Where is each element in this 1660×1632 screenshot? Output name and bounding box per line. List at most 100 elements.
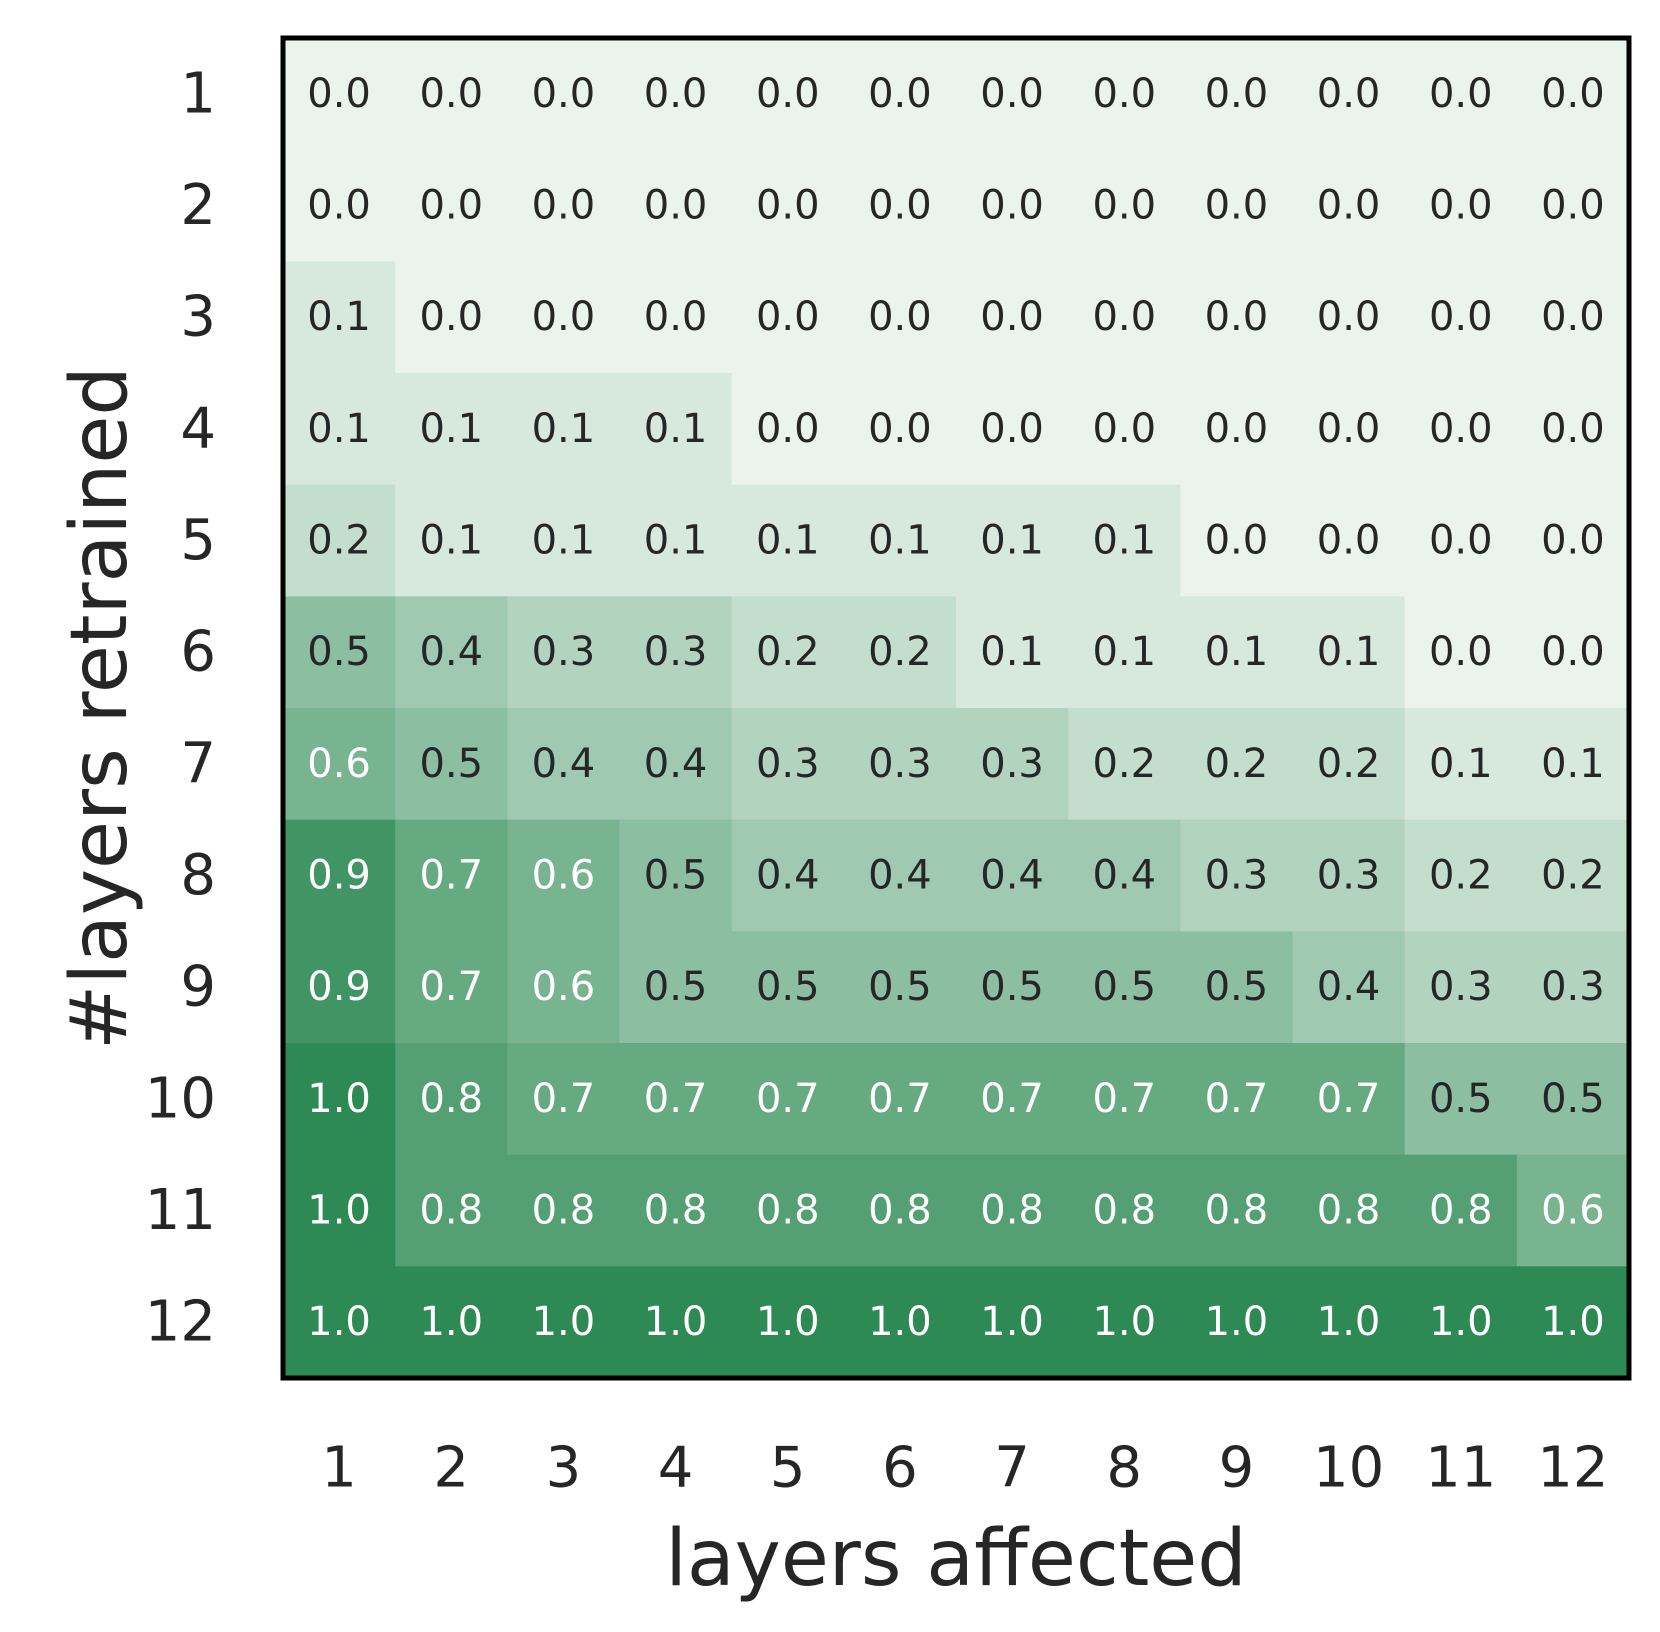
heatmap-cell-r10-c4 <box>619 1043 733 1156</box>
heatmap-cell-r9-c10 <box>1292 931 1406 1044</box>
cell-value-label-r2-c2: 0.0 <box>419 183 483 229</box>
x-tick-label-8: 8 <box>1106 1436 1142 1501</box>
cell-value-label-r2-c3: 0.0 <box>532 183 596 229</box>
heatmap-cell-r8-c2 <box>395 819 508 932</box>
cell-value-label-r7-c7: 0.3 <box>980 741 1044 787</box>
y-tick-label-9: 9 <box>180 955 216 1020</box>
heatmap-cell-r1-c9 <box>1180 38 1294 151</box>
cell-value-label-r6-c7: 0.1 <box>980 629 1044 675</box>
heatmap-cell-r11-c9 <box>1180 1154 1294 1267</box>
cell-value-label-r12-c6: 1.0 <box>868 1299 932 1345</box>
heatmap-cell-r1-c6 <box>843 38 957 151</box>
heatmap-cell-r7-c11 <box>1404 708 1518 821</box>
cell-value-label-r11-c3: 0.8 <box>532 1188 596 1234</box>
cell-value-label-r9-c7: 0.5 <box>980 964 1044 1010</box>
cell-value-label-r10-c12: 0.5 <box>1541 1076 1605 1122</box>
heatmap-cell-r8-c5 <box>731 819 845 932</box>
cell-value-label-r1-c6: 0.0 <box>868 71 932 117</box>
cell-value-label-r2-c11: 0.0 <box>1429 183 1493 229</box>
cell-value-label-r5-c6: 0.1 <box>868 518 932 564</box>
cell-value-label-r9-c2: 0.7 <box>419 964 483 1010</box>
x-tick-label-6: 6 <box>882 1436 918 1501</box>
heatmap-cell-r10-c5 <box>731 1043 845 1156</box>
cell-value-label-r1-c11: 0.0 <box>1429 71 1493 117</box>
heatmap-cell-r11-c10 <box>1292 1154 1406 1267</box>
cell-value-label-r12-c12: 1.0 <box>1541 1299 1605 1345</box>
cell-value-label-r9-c5: 0.5 <box>756 964 820 1010</box>
heatmap-cell-r8-c3 <box>507 819 621 932</box>
cell-value-label-r4-c3: 0.1 <box>532 406 596 452</box>
heatmap-cell-r9-c8 <box>1068 931 1181 1044</box>
heatmap-cell-r7-c2 <box>395 708 508 821</box>
cell-value-label-r2-c7: 0.0 <box>980 183 1044 229</box>
heatmap-cell-r7-c7 <box>956 708 1069 821</box>
cell-value-label-r4-c11: 0.0 <box>1429 406 1493 452</box>
heatmap-cell-r10-c1 <box>283 1043 396 1156</box>
cell-value-label-r2-c9: 0.0 <box>1205 183 1269 229</box>
heatmap-cell-r8-c10 <box>1292 819 1406 932</box>
cell-value-label-r7-c12: 0.1 <box>1541 741 1605 787</box>
heatmap-cell-r7-c5 <box>731 708 845 821</box>
cell-value-label-r3-c3: 0.0 <box>532 294 596 340</box>
heatmap-cell-r4-c8 <box>1068 373 1181 486</box>
cell-value-label-r3-c11: 0.0 <box>1429 294 1493 340</box>
heatmap-cell-r9-c7 <box>956 931 1069 1044</box>
x-tick-labels: 1 2 3 4 5 6 7 8 9 10 11 12 <box>321 1436 1608 1501</box>
cell-value-label-r11-c8: 0.8 <box>1092 1188 1156 1234</box>
y-tick-label-10: 10 <box>145 1066 216 1131</box>
cell-value-label-r3-c6: 0.0 <box>868 294 932 340</box>
cell-value-label-r3-c12: 0.0 <box>1541 294 1605 340</box>
y-tick-label-3: 3 <box>180 285 216 350</box>
cell-value-label-r6-c1: 0.5 <box>307 629 371 675</box>
cell-value-label-r4-c8: 0.0 <box>1092 406 1156 452</box>
cell-value-label-r2-c1: 0.0 <box>307 183 371 229</box>
cell-value-label-r4-c10: 0.0 <box>1317 406 1381 452</box>
cell-value-label-r2-c4: 0.0 <box>644 183 708 229</box>
cell-value-label-r4-c4: 0.1 <box>644 406 708 452</box>
heatmap-cell-r12-c3 <box>507 1266 621 1379</box>
cell-value-label-r2-c5: 0.0 <box>756 183 820 229</box>
heatmap-cell-r10-c2 <box>395 1043 508 1156</box>
cell-value-label-r1-c7: 0.0 <box>980 71 1044 117</box>
heatmap-cell-r4-c3 <box>507 373 621 486</box>
cell-value-label-r6-c3: 0.3 <box>532 629 596 675</box>
cell-value-label-r8-c9: 0.3 <box>1205 853 1269 899</box>
y-tick-label-11: 11 <box>145 1178 216 1243</box>
cell-value-label-r11-c1: 1.0 <box>307 1188 371 1234</box>
heatmap-cell-r8-c8 <box>1068 819 1181 932</box>
heatmap-cell-r4-c11 <box>1404 373 1518 486</box>
heatmap-cell-r10-c6 <box>843 1043 957 1156</box>
heatmap-cell-r8-c11 <box>1404 819 1518 932</box>
cell-value-label-r12-c3: 1.0 <box>532 1299 596 1345</box>
heatmap-cell-r9-c12 <box>1516 931 1630 1044</box>
cell-value-label-r12-c11: 1.0 <box>1429 1299 1493 1345</box>
cell-value-label-r6-c9: 0.1 <box>1205 629 1269 675</box>
x-tick-label-9: 9 <box>1219 1436 1255 1501</box>
heatmap-cell-r10-c8 <box>1068 1043 1181 1156</box>
heatmap-cell-r3-c12 <box>1516 261 1630 374</box>
cell-value-label-r1-c10: 0.0 <box>1317 71 1381 117</box>
cell-value-label-r7-c1: 0.6 <box>307 741 371 787</box>
cell-value-label-r3-c9: 0.0 <box>1205 294 1269 340</box>
x-tick-label-5: 5 <box>770 1436 806 1501</box>
heatmap-cell-r8-c12 <box>1516 819 1630 932</box>
heatmap-cell-r12-c12 <box>1516 1266 1630 1379</box>
heatmap-cell-r7-c3 <box>507 708 621 821</box>
cell-value-label-r5-c10: 0.0 <box>1317 518 1381 564</box>
heatmap-cell-r7-c6 <box>843 708 957 821</box>
cell-value-label-r7-c6: 0.3 <box>868 741 932 787</box>
cell-value-label-r5-c1: 0.2 <box>307 518 371 564</box>
heatmap-cell-r7-c4 <box>619 708 733 821</box>
x-tick-label-1: 1 <box>321 1436 357 1501</box>
cell-value-label-r11-c5: 0.8 <box>756 1188 820 1234</box>
cell-value-label-r1-c12: 0.0 <box>1541 71 1605 117</box>
heatmap-cell-r1-c11 <box>1404 38 1518 151</box>
cell-value-label-r12-c9: 1.0 <box>1205 1299 1269 1345</box>
cell-value-label-r6-c2: 0.4 <box>419 629 483 675</box>
cell-value-label-r10-c8: 0.7 <box>1092 1076 1156 1122</box>
heatmap-cell-r7-c12 <box>1516 708 1630 821</box>
cell-value-label-r2-c12: 0.0 <box>1541 183 1605 229</box>
cell-value-label-r8-c2: 0.7 <box>419 853 483 899</box>
cell-value-label-r12-c2: 1.0 <box>419 1299 483 1345</box>
